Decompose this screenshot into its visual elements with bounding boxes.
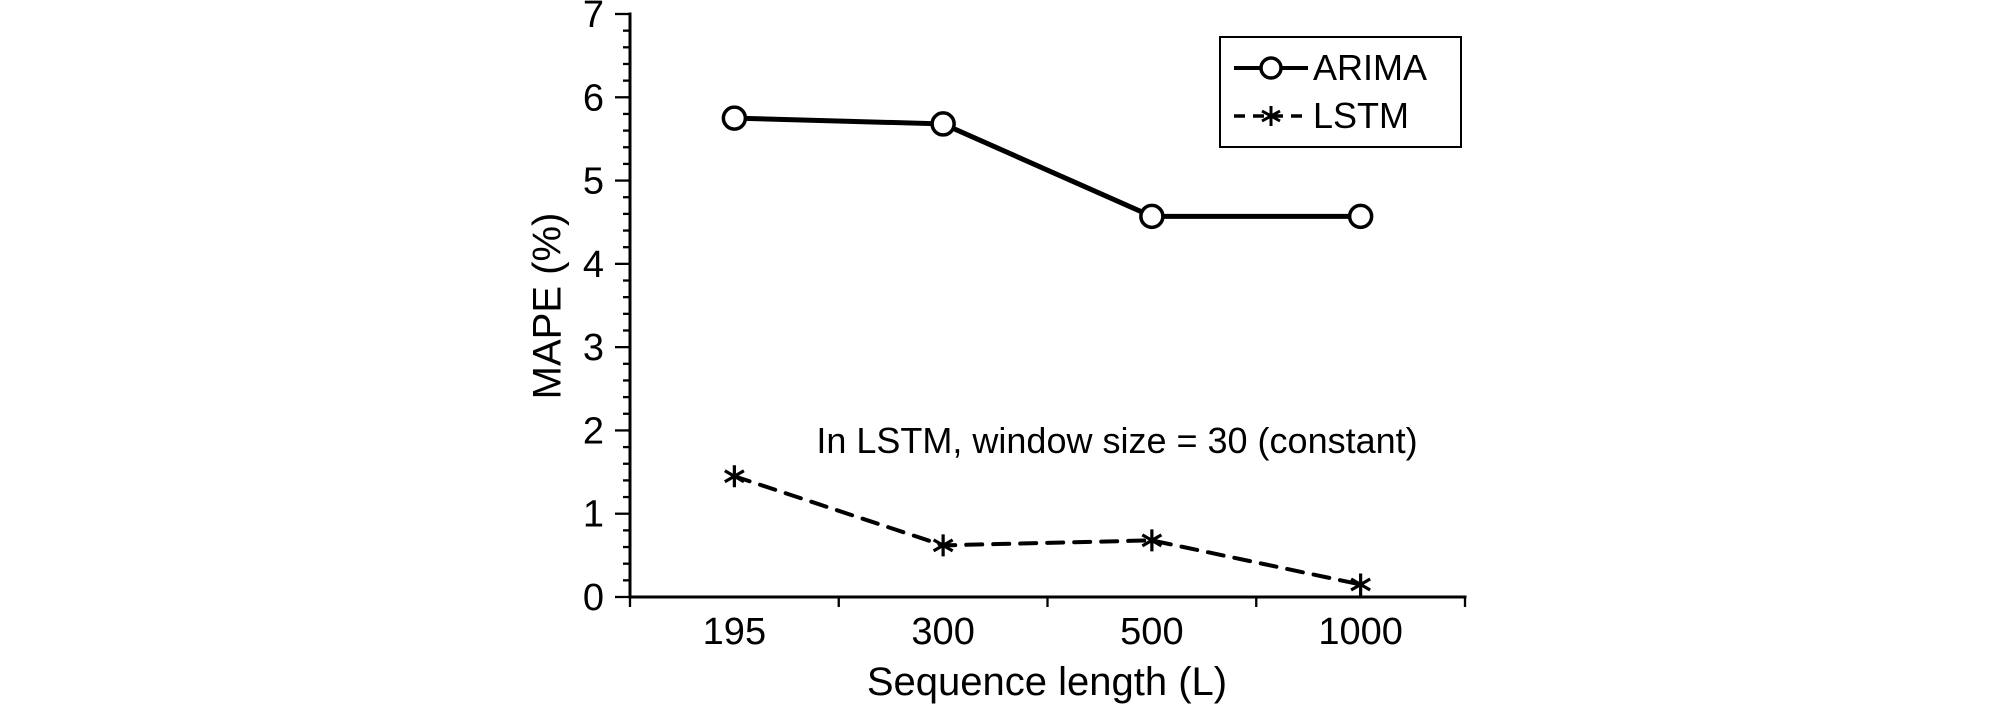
- circle-marker: [1139, 203, 1165, 230]
- legend-label-lstm: LSTM: [1313, 95, 1410, 136]
- y-axis-title: MAPE (%): [525, 212, 570, 400]
- arima-solid-line-circle-marker-icon: [1234, 56, 1308, 80]
- chart-annotation: In LSTM, window size = 30 (constant): [816, 420, 1418, 461]
- y-tick-label: 2: [583, 410, 604, 452]
- y-tick-label: 3: [583, 327, 604, 369]
- asterisk-marker: [724, 465, 745, 488]
- circle-marker: [1347, 203, 1374, 230]
- y-tick-label: 7: [583, 0, 604, 36]
- y-tick-label: 5: [583, 161, 604, 203]
- circle-marker: [930, 111, 956, 137]
- lstm-dashed-line-asterisk-marker-icon: [1234, 106, 1308, 126]
- legend-label-arima: ARIMA: [1313, 47, 1428, 88]
- legend-item-lstm: LSTM: [1231, 93, 1450, 139]
- asterisk-marker: [1350, 573, 1371, 596]
- legend: ARIMA LSTM: [1219, 36, 1462, 148]
- arima-series: [721, 105, 1374, 230]
- x-tick-label: 195: [703, 611, 766, 653]
- axis-ticks: [615, 12, 1467, 607]
- y-tick-label: 0: [583, 577, 604, 619]
- x-axis-title: Sequence length (L): [866, 660, 1228, 704]
- y-tick-label: 1: [583, 494, 604, 536]
- asterisk-marker: [932, 534, 954, 557]
- lstm-series: [724, 465, 1371, 596]
- x-tick-label: 300: [911, 611, 974, 653]
- legend-item-arima: ARIMA: [1231, 45, 1450, 91]
- y-tick-label: 4: [583, 244, 604, 286]
- tick-labels: 0 1 2 3 4 5 6 7 195 300 500 1000: [583, 0, 1403, 653]
- y-tick-label: 6: [583, 77, 604, 119]
- x-tick-label: 500: [1120, 611, 1183, 653]
- circle-marker: [721, 105, 748, 131]
- asterisk-marker: [1141, 529, 1163, 552]
- x-tick-label: 1000: [1318, 611, 1403, 653]
